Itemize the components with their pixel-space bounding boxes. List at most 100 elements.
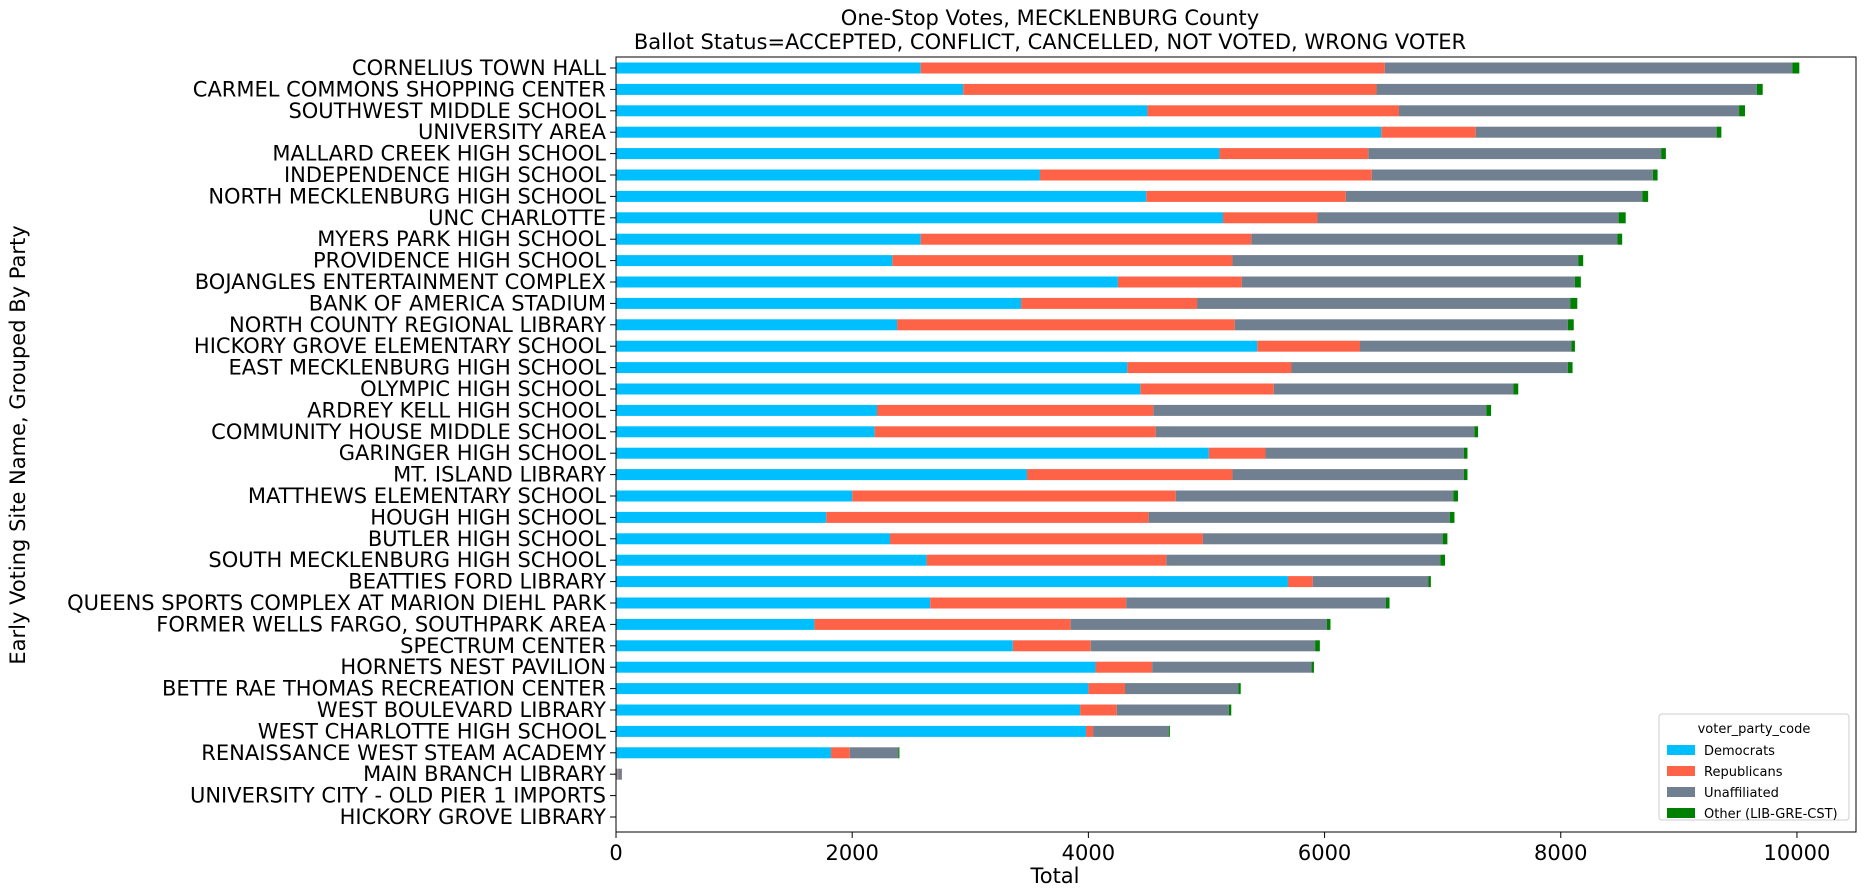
y-tick-label: WEST BOULEVARD LIBRARY — [317, 698, 606, 722]
legend-label: Republicans — [1704, 765, 1783, 780]
bar-segment-20-3 — [1453, 490, 1459, 502]
y-tick-label: MYERS PARK HIGH SCHOOL — [317, 227, 606, 251]
bar-segment-5-3 — [1652, 169, 1658, 181]
bar-segment-31-3 — [1168, 725, 1170, 737]
y-tick-label: UNIVERSITY CITY - OLD PIER 1 IMPORTS — [190, 784, 606, 808]
bar-segment-10-3 — [1574, 276, 1581, 288]
x-tick-label: 6000 — [1298, 841, 1351, 865]
bar-segment-30-2 — [1116, 704, 1229, 716]
bar-segment-17-2 — [1155, 426, 1475, 438]
legend-swatch — [1667, 787, 1695, 797]
bar-segment-12-1 — [897, 319, 1235, 331]
bar-segment-26-3 — [1326, 618, 1331, 630]
bar-segment-8-1 — [920, 233, 1252, 245]
bar-segment-17-0 — [616, 426, 875, 438]
y-tick-label: ARDREY KELL HIGH SCHOOL — [307, 398, 606, 422]
y-tick-label: BETTE RAE THOMAS RECREATION CENTER — [162, 677, 606, 701]
legend-swatch — [1667, 808, 1695, 818]
y-tick-label: RENAISSANCE WEST STEAM ACADEMY — [201, 741, 606, 765]
bar-segment-27-0 — [616, 640, 1013, 652]
bar-segment-9-3 — [1578, 255, 1584, 267]
bar-segment-9-1 — [892, 255, 1233, 267]
bar-segment-30-0 — [616, 704, 1081, 716]
bar-segment-16-0 — [616, 404, 877, 416]
legend-box — [1658, 713, 1850, 821]
bar-segment-15-2 — [1273, 383, 1514, 395]
bar-segment-13-0 — [616, 340, 1258, 352]
bar-segment-21-3 — [1449, 511, 1455, 523]
bar-segment-5-1 — [1039, 169, 1372, 181]
bar-segment-32-1 — [830, 747, 850, 759]
bar-segment-6-3 — [1642, 190, 1649, 202]
y-tick-label: MALLARD CREEK HIGH SCHOOL — [272, 142, 606, 166]
bar-segment-29-1 — [1088, 683, 1125, 695]
chart-subtitle: Ballot Status=ACCEPTED, CONFLICT, CANCEL… — [634, 30, 1466, 54]
bar-segment-32-0 — [616, 747, 831, 759]
bar-segment-7-1 — [1223, 212, 1318, 224]
y-axis-label: Early Voting Site Name, Grouped By Party — [6, 225, 30, 664]
bar-segment-1-0 — [616, 83, 964, 95]
bar-segment-14-0 — [616, 362, 1128, 374]
bar-segment-12-2 — [1234, 319, 1568, 331]
bar-segment-11-3 — [1570, 297, 1578, 309]
bar-segment-33-2 — [618, 768, 622, 780]
y-tick-label: SPECTRUM CENTER — [400, 634, 606, 658]
bar-segment-23-3 — [1440, 554, 1446, 566]
bar-segment-2-0 — [616, 105, 1148, 117]
y-tick-label: FORMER WELLS FARGO, SOUTHPARK AREA — [156, 612, 606, 636]
bar-segment-10-2 — [1241, 276, 1575, 288]
bar-segment-5-0 — [616, 169, 1040, 181]
bar-segment-29-2 — [1124, 683, 1239, 695]
bar-segment-7-2 — [1317, 212, 1619, 224]
bar-segment-4-1 — [1219, 148, 1369, 160]
y-tick-label: BEATTIES FORD LIBRARY — [348, 570, 606, 594]
bar-segment-28-0 — [616, 661, 1096, 673]
bar-segment-24-3 — [1428, 576, 1431, 588]
bar-segment-21-0 — [616, 511, 827, 523]
bar-segment-13-3 — [1571, 340, 1575, 352]
bar-segment-27-3 — [1315, 640, 1320, 652]
bar-segment-2-3 — [1739, 105, 1745, 117]
x-tick-label: 8000 — [1534, 841, 1587, 865]
chart-title: One-Stop Votes, MECKLENBURG County — [841, 6, 1259, 30]
y-tick-label: WEST CHARLOTTE HIGH SCHOOL — [258, 719, 607, 743]
bar-segment-32-3 — [898, 747, 900, 759]
y-tick-label: NORTH MECKLENBURG HIGH SCHOOL — [208, 184, 606, 208]
y-tick-label: OLYMPIC HIGH SCHOOL — [360, 377, 606, 401]
bar-segment-18-0 — [616, 447, 1209, 459]
y-tick-label: HOUGH HIGH SCHOOL — [370, 505, 606, 529]
bar-segment-32-2 — [849, 747, 899, 759]
bar-segment-3-3 — [1716, 126, 1722, 138]
bar-segment-0-1 — [920, 62, 1385, 74]
y-tick-label: SOUTH MECKLENBURG HIGH SCHOOL — [208, 548, 606, 572]
bar-segment-22-3 — [1442, 533, 1448, 545]
bar-segment-25-2 — [1126, 597, 1386, 609]
bar-segment-28-2 — [1152, 661, 1312, 673]
bar-segment-27-1 — [1012, 640, 1091, 652]
bar-segment-16-2 — [1153, 404, 1487, 416]
bar-segment-27-2 — [1090, 640, 1316, 652]
bar-segment-23-0 — [616, 554, 927, 566]
bar-segment-14-1 — [1127, 362, 1292, 374]
bar-segment-24-0 — [616, 576, 1288, 588]
bar-segment-30-1 — [1080, 704, 1117, 716]
bar-segment-21-2 — [1148, 511, 1450, 523]
x-tick-label: 0 — [609, 841, 622, 865]
bar-segment-3-0 — [616, 126, 1382, 138]
bar-segment-14-3 — [1567, 362, 1573, 374]
bar-segment-18-3 — [1463, 447, 1468, 459]
legend-label: Other (LIB-GRE-CST) — [1704, 807, 1838, 822]
x-tick-label: 4000 — [1062, 841, 1115, 865]
y-tick-label: BANK OF AMERICA STADIUM — [309, 291, 606, 315]
bar-segment-26-2 — [1070, 618, 1327, 630]
y-tick-label: HICKORY GROVE LIBRARY — [340, 805, 607, 829]
y-tick-label: UNIVERSITY AREA — [418, 120, 607, 144]
y-tick-label: HICKORY GROVE ELEMENTARY SCHOOL — [194, 334, 606, 358]
bar-segment-8-0 — [616, 233, 921, 245]
y-tick-label: GARINGER HIGH SCHOOL — [339, 441, 607, 465]
bar-segment-7-3 — [1618, 212, 1626, 224]
bar-segment-25-0 — [616, 597, 931, 609]
bar-segment-11-1 — [1021, 297, 1198, 309]
legend: voter_party_code Democrats Republicans Una… — [1658, 713, 1850, 822]
